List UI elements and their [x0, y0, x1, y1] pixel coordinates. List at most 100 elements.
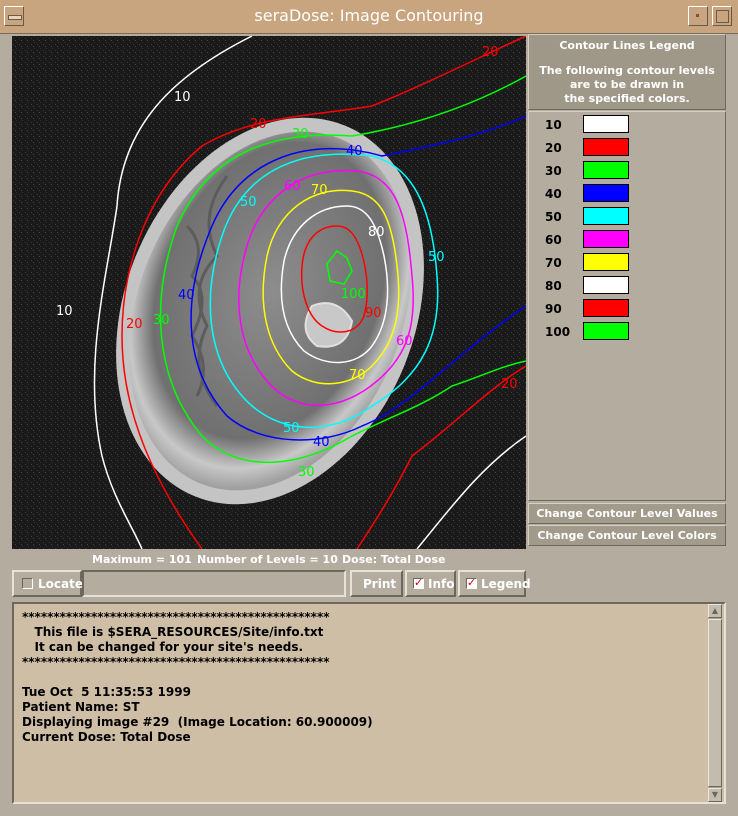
contour-10-right [416, 435, 526, 549]
legend-level-value: 50 [545, 210, 562, 224]
legend-row: 100 [529, 322, 725, 342]
legend-color-swatch [583, 115, 629, 133]
contour-label: 30 [298, 465, 315, 480]
scroll-thumb[interactable] [708, 619, 722, 787]
change-contour-colors-button[interactable]: Change Contour Level Colors [528, 525, 726, 546]
legend-row: 90 [529, 299, 725, 319]
legend-color-swatch [583, 161, 629, 179]
scroll-down-icon[interactable]: ▼ [708, 788, 722, 802]
maximum-value: Maximum = 101 [92, 553, 192, 566]
legend-row: 30 [529, 161, 725, 181]
brain-tissue [129, 131, 411, 491]
legend-levels: 10 20 30 40 50 60 70 80 90 100 [528, 111, 726, 501]
legend-label: Legend [481, 577, 531, 591]
contour-label: 20 [501, 377, 518, 392]
legend-color-swatch [583, 207, 629, 225]
number-of-levels: Number of Levels = 10 [197, 553, 338, 566]
legend-level-value: 20 [545, 141, 562, 155]
contour-label: 30 [153, 313, 170, 328]
legend-color-swatch [583, 276, 629, 294]
legend-color-swatch [583, 322, 629, 340]
contour-label: 40 [346, 144, 363, 159]
legend-color-swatch [583, 138, 629, 156]
legend-level-value: 40 [545, 187, 562, 201]
scroll-up-icon[interactable]: ▲ [708, 604, 722, 618]
legend-color-swatch [583, 230, 629, 248]
contour-80 [280, 205, 389, 364]
legend-color-swatch [583, 299, 629, 317]
contour-label: 80 [368, 225, 385, 240]
contour-image-view[interactable]: 10 10 20 20 20 20 30 30 30 40 40 40 50 5… [12, 36, 526, 549]
contour-label: 50 [283, 421, 300, 436]
info-toggle[interactable]: Info [405, 570, 456, 597]
contour-label: 70 [349, 368, 366, 383]
contour-label: 60 [284, 179, 301, 194]
contour-label: 10 [174, 90, 191, 105]
locate-checkbox[interactable] [22, 578, 33, 589]
contour-90 [300, 225, 368, 333]
contour-label: 40 [178, 288, 195, 303]
contour-label: 100 [341, 287, 366, 302]
title-bar[interactable]: seraDose: Image Contouring [0, 0, 738, 34]
window-menu-button[interactable] [4, 6, 24, 26]
lesion [304, 302, 354, 348]
legend-row: 80 [529, 276, 725, 296]
contour-label: 20 [250, 117, 267, 132]
contour-label: 90 [365, 306, 382, 321]
brain-fold [185, 224, 205, 397]
legend-checkbox[interactable] [466, 576, 477, 589]
legend-level-value: 60 [545, 233, 562, 247]
legend-header: Contour Lines Legend The following conto… [528, 34, 726, 110]
legend-title: Contour Lines Legend [559, 39, 695, 52]
contour-label: 50 [240, 195, 257, 210]
contour-canvas: 10 10 20 20 20 20 30 30 30 40 40 40 50 5… [12, 36, 526, 549]
legend-level-value: 10 [545, 118, 562, 132]
window-title: seraDose: Image Contouring [254, 6, 484, 25]
legend-row: 50 [529, 207, 725, 227]
legend-level-value: 90 [545, 302, 562, 316]
print-button[interactable]: Print [350, 570, 403, 597]
contour-label: 40 [313, 435, 330, 450]
print-label: Print [363, 577, 397, 591]
legend-row: 70 [529, 253, 725, 273]
legend-row: 10 [529, 115, 725, 135]
contour-label: 70 [311, 183, 328, 198]
legend-toggle[interactable]: Legend [458, 570, 531, 597]
contour-60 [238, 169, 414, 407]
contour-20 [121, 36, 526, 549]
legend-description: The following contour levels are to be d… [539, 64, 715, 105]
legend-level-value: 70 [545, 256, 562, 270]
info-text-area[interactable]: ****************************************… [12, 602, 726, 804]
legend-color-swatch [583, 184, 629, 202]
contour-40 [190, 115, 526, 441]
contour-label: 30 [292, 127, 309, 142]
contour-label: 20 [482, 45, 499, 60]
change-contour-values-button[interactable]: Change Contour Level Values [528, 503, 726, 524]
legend-color-swatch [583, 253, 629, 271]
legend-level-value: 100 [545, 325, 571, 339]
contour-label: 50 [428, 250, 445, 265]
contour-70 [262, 189, 400, 385]
info-checkbox[interactable] [413, 576, 424, 589]
status-line: Maximum = 101 Number of Levels = 10 Dose… [12, 551, 526, 567]
locate-label: Locate [38, 577, 83, 591]
maximize-button[interactable] [712, 6, 732, 26]
info-scrollbar[interactable]: ▲ ▼ [708, 604, 722, 802]
legend-level-value: 30 [545, 164, 562, 178]
contour-label: 20 [126, 317, 143, 332]
contour-30 [159, 75, 526, 463]
legend-row: 60 [529, 230, 725, 250]
info-text: ****************************************… [22, 610, 373, 744]
minimize-button[interactable] [688, 6, 708, 26]
legend-row: 40 [529, 184, 725, 204]
locate-value-field [82, 570, 346, 597]
legend-level-value: 80 [545, 279, 562, 293]
locate-toggle[interactable]: Locate [12, 570, 83, 597]
contour-50 [209, 153, 439, 429]
info-label: Info [428, 577, 455, 591]
contour-100 [326, 249, 353, 285]
contour-label: 10 [56, 304, 73, 319]
legend-row: 20 [529, 138, 725, 158]
dose-type: Dose: Total Dose [342, 553, 446, 566]
contour-10-left [93, 36, 253, 549]
